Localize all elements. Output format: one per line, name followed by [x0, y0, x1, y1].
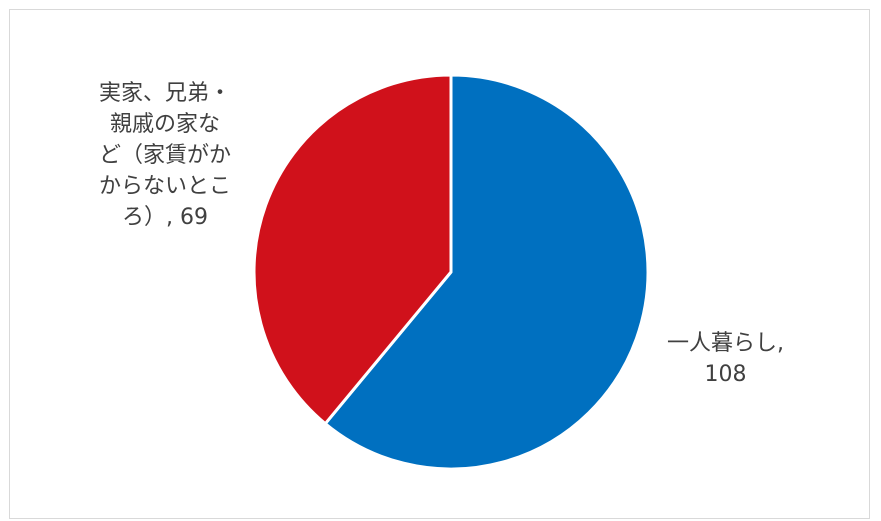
- data-label-jikka-line-5: ろ）, 69: [122, 205, 208, 230]
- pie-slice-jikka: [252, 73, 453, 426]
- data-label-jikka-line-3: ど（家賃がか: [98, 143, 231, 168]
- data-label-hitori-line-2: 108: [704, 362, 747, 387]
- data-label-hitori: 一人暮らし, 108: [638, 328, 813, 390]
- data-label-jikka: 実家、兄弟・ 親戚の家な ど（家賃がか からないとこ ろ）, 69: [72, 78, 258, 233]
- data-label-jikka-line-4: からないとこ: [98, 174, 231, 199]
- pie-chart: [252, 73, 650, 471]
- data-label-jikka-line-2: 親戚の家な: [109, 112, 220, 137]
- pie-slice-hitori: [323, 73, 650, 471]
- chart-area: 一人暮らし, 108 実家、兄弟・ 親戚の家な ど（家賃がか からないとこ ろ）…: [9, 9, 870, 519]
- data-label-jikka-line-1: 実家、兄弟・: [98, 81, 231, 106]
- data-label-hitori-line-1: 一人暮らし,: [667, 331, 784, 356]
